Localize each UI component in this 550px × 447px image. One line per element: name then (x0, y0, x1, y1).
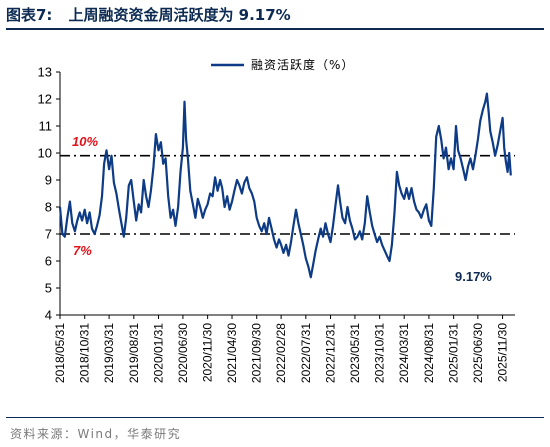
x-axis: 2018/05/31 2018/10/31 2019/03/31 2019/08/31… (53, 314, 515, 383)
x-tick-label: 2025/11/30 (496, 323, 510, 382)
y-tick-label: 6 (45, 254, 52, 269)
x-tick-label: 2018/05/31 (53, 323, 67, 383)
figure-title: 图表7: 上周融资资金周活跃度为 9.17% (6, 4, 291, 25)
y-tick-label: 10 (38, 146, 52, 161)
y-axis: 4 5 6 7 8 9 10 11 12 13 (38, 65, 61, 323)
source-note: 资料来源：Wind，华泰研究 (10, 427, 182, 441)
y-tick-label: 5 (45, 281, 52, 296)
x-tick-label: 2021/09/30 (250, 323, 264, 383)
x-tick-label: 2024/08/31 (422, 323, 436, 383)
y-tick-label: 11 (39, 119, 53, 134)
y-tick-label: 9 (45, 173, 52, 188)
ref-label-7: 7% (73, 243, 92, 258)
x-tick-label: 2023/10/31 (373, 323, 387, 383)
y-tick-label: 12 (38, 92, 52, 107)
x-tick-label: 2023/05/31 (348, 323, 362, 383)
x-tick-label: 2024/03/31 (397, 323, 411, 383)
y-tick-label: 8 (45, 200, 52, 215)
bottom-rule (6, 417, 544, 418)
reference-lines (60, 154, 515, 235)
y-tick-label: 7 (45, 227, 52, 242)
x-tick-label: 2019/03/31 (102, 323, 116, 383)
figure-number: 图表7: (6, 6, 53, 24)
title-rule (6, 28, 544, 30)
x-tick-label: 2022/02/28 (274, 323, 288, 383)
x-tick-label: 2019/08/31 (127, 323, 141, 383)
ref-label-10: 10% (72, 134, 98, 149)
x-tick-label: 2021/04/30 (225, 323, 239, 383)
x-tick-label: 2020/11/30 (201, 323, 215, 382)
legend: 融资活跃度（%） (211, 57, 354, 72)
x-tick-label: 2025/06/30 (471, 323, 485, 383)
series-group (58, 92, 512, 279)
x-tick-label: 2018/10/31 (78, 323, 92, 383)
y-tick-label: 4 (45, 308, 52, 323)
legend-label: 融资活跃度（%） (251, 57, 354, 72)
latest-value-label: 9.17% (455, 269, 492, 284)
x-tick-label: 2022/12/31 (324, 323, 338, 383)
x-tick-label: 2022/07/31 (299, 323, 313, 383)
x-tick-label: 2020/01/31 (152, 323, 166, 383)
figure-title-text: 上周融资资金周活跃度为 9.17% (68, 6, 291, 24)
y-tick-label: 13 (38, 65, 52, 80)
series-line (58, 92, 512, 279)
x-tick-label: 2020/06/30 (176, 323, 190, 383)
x-tick-label: 2025/01/31 (447, 323, 461, 383)
